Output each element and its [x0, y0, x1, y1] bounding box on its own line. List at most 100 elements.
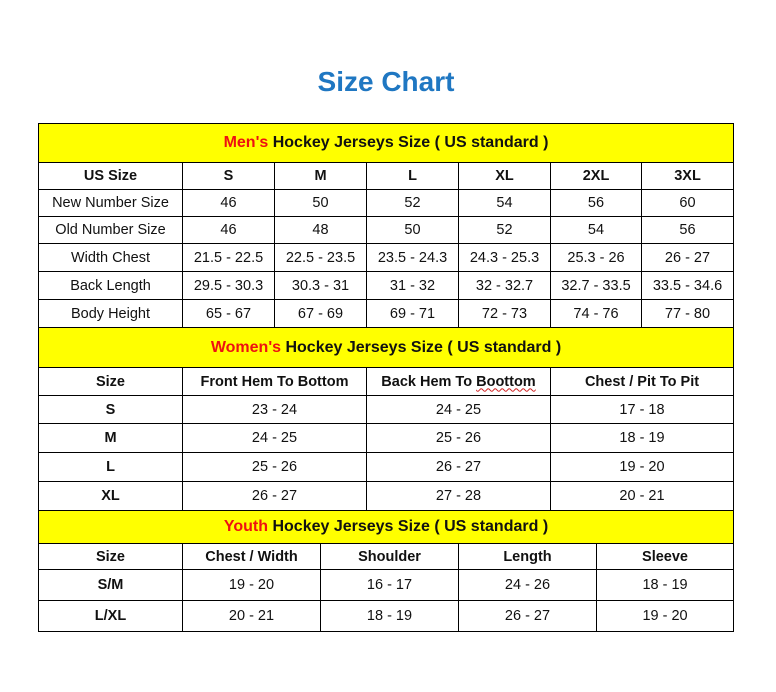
row-label: New Number Size	[38, 189, 183, 217]
column-header-label: M	[314, 168, 327, 184]
table-cell: 19 - 20	[550, 452, 734, 482]
table-cell: 21.5 - 22.5	[182, 243, 275, 272]
table-cell: 24 - 26	[458, 569, 597, 601]
section-title: Men's Hockey Jerseys Size ( US standard …	[38, 123, 734, 163]
table-cell: 32.7 - 33.5	[550, 271, 642, 300]
table-cell: 52	[366, 189, 459, 217]
row-label: L	[38, 452, 183, 482]
section-title-rest: Hockey Jerseys Size ( US standard )	[268, 518, 549, 535]
men-section-header: Men's Hockey Jerseys Size ( US standard …	[38, 123, 734, 163]
column-header: Shoulder	[320, 543, 459, 570]
column-header-label: Chest / Width	[205, 548, 298, 565]
column-header: 2XL	[550, 162, 642, 190]
table-cell: 52	[458, 216, 551, 244]
column-header: Sleeve	[595, 543, 735, 570]
column-header-row: US Size S M L XL 2XL 3XL	[38, 162, 734, 190]
section-title: Women's Hockey Jerseys Size ( US standar…	[38, 327, 734, 368]
page-title: Size Chart	[317, 66, 455, 97]
table-cell: 69 - 71	[366, 299, 459, 328]
table-cell: 20 - 21	[550, 481, 734, 511]
row-label: Body Height	[38, 299, 183, 328]
table-cell: 26 - 27	[458, 600, 597, 632]
table-row: S/M 19 - 20 16 - 17 24 - 26 18 - 19	[38, 569, 735, 601]
column-header-label: XL	[495, 168, 514, 184]
column-header-label: Size	[95, 373, 125, 390]
table-cell: 65 - 67	[182, 299, 275, 328]
row-label: M	[38, 423, 183, 453]
column-header: Front Hem To Bottom	[182, 367, 367, 396]
table-row: Width Chest 21.5 - 22.5 22.5 - 23.5 23.5 - …	[38, 243, 734, 272]
table-row: New Number Size 46 50 52 54 56 60	[38, 189, 734, 217]
row-label: S/M	[38, 569, 183, 601]
table-cell: 60	[641, 189, 734, 217]
table-cell: 19 - 20	[182, 569, 321, 601]
table-cell: 48	[274, 216, 367, 244]
table-cell: 18 - 19	[595, 569, 735, 601]
table-cell: 27 - 28	[366, 481, 551, 511]
table-cell: 23 - 24	[182, 395, 367, 424]
table-cell: 77 - 80	[641, 299, 734, 328]
section-title-highlight: Youth	[223, 518, 269, 535]
table-cell: 24.3 - 25.3	[458, 243, 551, 272]
mens-size-table: Men's Hockey Jerseys Size ( US standard …	[38, 123, 734, 328]
table-cell: 22.5 - 23.5	[274, 243, 367, 272]
womens-size-table: Women's Hockey Jerseys Size ( US standar…	[38, 327, 734, 511]
column-header-label: Chest / Pit To Pit	[584, 373, 700, 390]
table-cell: 74 - 76	[550, 299, 642, 328]
column-header-label: L	[408, 168, 417, 184]
table-cell: 18 - 19	[550, 423, 734, 453]
youth-size-table: Youth Hockey Jerseys Size ( US standard …	[37, 510, 735, 632]
column-header: Chest / Pit To Pit	[550, 367, 734, 396]
table-row: XL 26 - 27 27 - 28 20 - 21	[38, 481, 734, 511]
row-label: Back Length	[38, 271, 183, 300]
section-title-rest: Hockey Jerseys Size ( US standard )	[268, 134, 549, 151]
table-cell: 31 - 32	[366, 271, 459, 300]
table-cell: 67 - 69	[274, 299, 367, 328]
section-title-highlight: Men's	[223, 134, 269, 151]
table-cell: 32 - 32.7	[458, 271, 551, 300]
table-row: L 25 - 26 26 - 27 19 - 20	[38, 452, 734, 482]
spellcheck-word: Boottom	[476, 373, 536, 390]
table-cell: 20 - 21	[182, 600, 321, 632]
table-cell: 54	[458, 189, 551, 217]
column-header: S	[182, 162, 275, 190]
table-cell: 25.3 - 26	[550, 243, 642, 272]
column-header: XL	[458, 162, 551, 190]
table-cell: 26 - 27	[641, 243, 734, 272]
table-cell: 46	[182, 216, 275, 244]
table-cell: 30.3 - 31	[274, 271, 367, 300]
column-header-label: Length	[503, 548, 552, 565]
youth-section-header: Youth Hockey Jerseys Size ( US standard …	[37, 510, 735, 544]
table-cell: 29.5 - 30.3	[182, 271, 275, 300]
row-label: L/XL	[38, 600, 183, 632]
row-label: Width Chest	[38, 243, 183, 272]
table-cell: 24 - 25	[182, 423, 367, 453]
table-cell: 50	[274, 189, 367, 217]
column-header: US Size	[38, 162, 183, 190]
table-cell: 26 - 27	[182, 481, 367, 511]
column-header-label: 3XL	[674, 168, 701, 184]
column-header: L	[366, 162, 459, 190]
table-cell: 54	[550, 216, 642, 244]
column-header-label: Shoulder	[358, 548, 421, 565]
column-header-label: S	[223, 168, 234, 184]
table-cell: 24 - 25	[366, 395, 551, 424]
row-label: XL	[38, 481, 183, 511]
table-cell: 17 - 18	[550, 395, 734, 424]
column-header-label: Front Hem To Bottom	[200, 373, 349, 390]
section-title: Youth Hockey Jerseys Size ( US standard …	[37, 510, 735, 544]
column-header: Size	[38, 543, 183, 570]
table-cell: 25 - 26	[182, 452, 367, 482]
column-header: M	[274, 162, 367, 190]
column-header-label: Size	[95, 548, 125, 565]
table-row: S 23 - 24 24 - 25 17 - 18	[38, 395, 734, 424]
row-label: Old Number Size	[38, 216, 183, 244]
table-row: L/XL 20 - 21 18 - 19 26 - 27 19 - 20	[38, 600, 735, 632]
table-row: Old Number Size 46 48 50 52 54 56	[38, 216, 734, 244]
women-section-header: Women's Hockey Jerseys Size ( US standar…	[38, 327, 734, 368]
column-header-row: Size Chest / Width Shoulder Length Sleeve	[38, 543, 735, 570]
table-cell: 56	[641, 216, 734, 244]
table-cell: 56	[550, 189, 642, 217]
column-header-label: Back Hem To Boottom	[381, 373, 536, 390]
table-cell: 18 - 19	[320, 600, 459, 632]
